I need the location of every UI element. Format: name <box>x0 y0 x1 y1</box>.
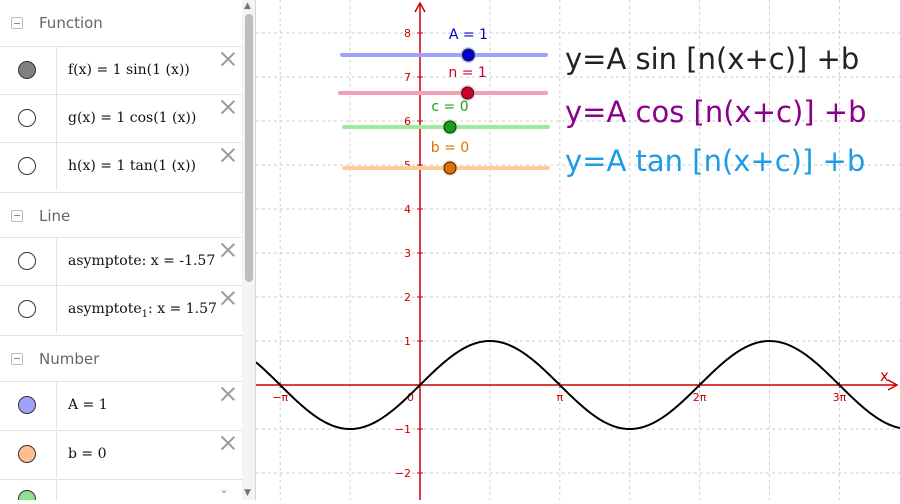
x-tick-label: 3π <box>833 391 847 404</box>
algebra-scrollbar[interactable]: ▲ ▼ <box>242 0 256 500</box>
algebra-item-b[interactable]: b = 0 <box>0 430 242 478</box>
scroll-down-icon[interactable]: ▼ <box>244 488 251 498</box>
y-tick-label: 8 <box>404 27 411 40</box>
item-definition[interactable]: asymptote1: x = 1.57 <box>68 301 217 320</box>
algebra-item-f[interactable]: f(x) = 1 sin(1 (x)) <box>0 46 242 94</box>
algebra-item-asymptote[interactable]: asymptote: x = -1.57 <box>0 237 242 285</box>
delete-icon[interactable] <box>219 50 237 68</box>
delete-icon[interactable] <box>219 241 237 259</box>
slider-label: b = 0 <box>431 140 469 156</box>
group-header-line[interactable]: Line <box>0 192 242 238</box>
group-label: Line <box>39 206 71 225</box>
y-tick-label: 6 <box>404 115 411 128</box>
item-definition[interactable]: A = 1 <box>68 397 108 413</box>
item-definition[interactable]: f(x) = 1 sin(1 (x)) <box>68 62 190 78</box>
x-tick-label: π <box>556 391 563 404</box>
algebra-item-g[interactable]: g(x) = 1 cos(1 (x)) <box>0 94 242 142</box>
delete-icon[interactable] <box>219 289 237 307</box>
delete-icon[interactable] <box>219 98 237 116</box>
slider-knob[interactable] <box>443 120 457 134</box>
group-header-number[interactable]: Number <box>0 335 242 381</box>
graphics-view[interactable]: x −π π 2π 3π 0 −2 −1 1 2 3 4 5 6 7 8 A = 1 n = 1 c = 0 b … <box>255 0 900 500</box>
y-tick-label: 2 <box>404 291 411 304</box>
equation-label-cos: y=A cos [n(x+c)] +b <box>565 95 867 129</box>
delete-icon[interactable] <box>219 146 237 164</box>
y-tick-label: 1 <box>404 335 411 348</box>
group-header-function[interactable]: Function <box>0 0 242 46</box>
function-curve-f[interactable] <box>255 339 900 431</box>
y-axis-arrow-icon <box>414 1 426 13</box>
item-name: asymptote <box>68 301 142 317</box>
visibility-toggle[interactable] <box>18 300 36 318</box>
algebra-item-partial[interactable] <box>0 479 242 500</box>
collapse-icon[interactable] <box>11 209 23 222</box>
algebra-item-h[interactable]: h(x) = 1 tan(1 (x)) <box>0 142 242 190</box>
item-definition[interactable]: h(x) = 1 tan(1 (x)) <box>68 158 196 174</box>
equation-label-tan: y=A tan [n(x+c)] +b <box>565 144 865 178</box>
y-tick-label: 7 <box>404 71 411 84</box>
slider-label: n = 1 <box>448 65 486 81</box>
visibility-toggle[interactable] <box>18 61 36 79</box>
visibility-toggle[interactable] <box>18 252 36 270</box>
visibility-toggle[interactable] <box>18 490 36 500</box>
algebra-view: Function f(x) = 1 sin(1 (x)) g(x) = 1 co… <box>0 0 242 500</box>
item-definition[interactable]: asymptote: x = -1.57 <box>68 253 216 269</box>
slider-knob[interactable] <box>461 48 475 62</box>
delete-icon[interactable] <box>219 434 237 452</box>
slider-knob[interactable] <box>461 86 475 100</box>
visibility-toggle[interactable] <box>18 445 36 463</box>
y-tick-label: 4 <box>404 203 411 216</box>
item-subscript: 1 <box>141 308 149 320</box>
graph-canvas[interactable]: x −π π 2π 3π 0 −2 −1 1 2 3 4 5 6 7 8 A = 1 n = 1 c = 0 b … <box>255 0 900 500</box>
item-definition[interactable]: g(x) = 1 cos(1 (x)) <box>68 110 197 126</box>
x-axis-arrow-icon <box>887 379 899 391</box>
visibility-toggle[interactable] <box>18 157 36 175</box>
x-tick-label: 2π <box>693 391 707 404</box>
algebra-item-asymptote1[interactable]: asymptote1: x = 1.57 <box>0 285 242 333</box>
y-tick-label: 3 <box>404 247 411 260</box>
item-definition[interactable]: b = 0 <box>68 446 107 462</box>
collapse-icon[interactable] <box>11 17 23 29</box>
algebra-item-A[interactable]: A = 1 <box>0 381 242 429</box>
x-axis-label: x <box>880 367 889 385</box>
equation-label-sin: y=A sin [n(x+c)] +b <box>565 42 859 76</box>
scrollbar-thumb[interactable] <box>245 14 253 282</box>
visibility-toggle[interactable] <box>18 396 36 414</box>
item-value: : x = 1.57 <box>148 301 217 317</box>
x-tick-label: −π <box>272 391 288 404</box>
group-label: Function <box>39 14 103 32</box>
slider-knob[interactable] <box>443 161 457 175</box>
slider-label: A = 1 <box>449 27 488 43</box>
collapse-icon[interactable] <box>11 352 23 365</box>
origin-label: 0 <box>407 391 414 404</box>
slider-label: c = 0 <box>431 99 468 115</box>
chevron-down-icon[interactable]: ⌄ <box>219 482 230 496</box>
delete-icon[interactable] <box>219 385 237 403</box>
y-tick-label: −2 <box>395 467 411 480</box>
scroll-up-icon[interactable]: ▲ <box>244 1 251 11</box>
visibility-toggle[interactable] <box>18 109 36 127</box>
group-label: Number <box>39 349 100 368</box>
y-tick-label: −1 <box>395 423 411 436</box>
y-tick-label: 5 <box>404 159 411 172</box>
